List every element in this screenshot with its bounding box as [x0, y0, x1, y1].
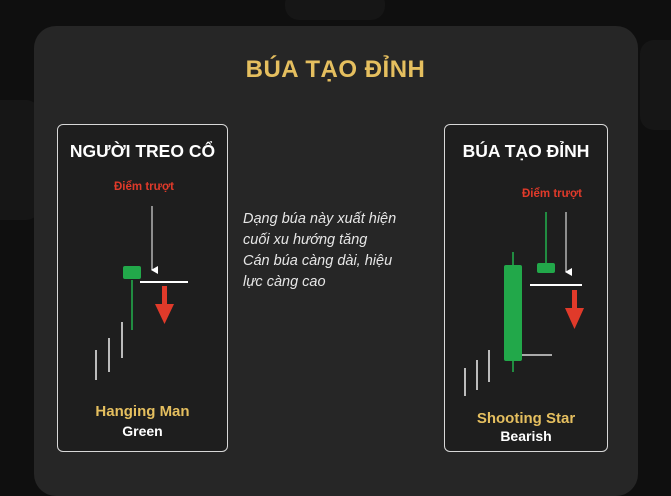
background-shape [0, 100, 40, 220]
down-arrow-left-icon [155, 286, 174, 324]
background-shape [285, 0, 385, 20]
slip-label-left: Điểm trượt [114, 181, 174, 193]
description-line: Dạng búa này xuất hiện [243, 211, 397, 227]
description-line: lực càng cao [243, 274, 326, 290]
background-shape [640, 40, 671, 130]
shooting-star-sub: Bearish [500, 428, 552, 444]
bull-candle-body [504, 265, 522, 361]
hanging-man-name: Hanging Man [95, 403, 190, 420]
hanging-man-body [123, 266, 141, 279]
shooting-star-name: Shooting Star [476, 410, 576, 427]
description-line: Cán búa càng dài, hiệu [243, 253, 393, 269]
shooting-star-panel: BÚA TẠO ĐỈNH Điểm trượt Shooting Star Be… [444, 124, 608, 452]
pattern-description: Dạng búa này xuất hiện cuối xu hướng tăn… [243, 209, 443, 293]
shooting-star-heading: BÚA TẠO ĐỈNH [462, 141, 590, 161]
description-line: cuối xu hướng tăng [243, 232, 368, 248]
shooting-star-body [537, 263, 555, 273]
uptrend-lines-left [95, 322, 123, 380]
hanging-man-heading: NGƯỜI TREO CỔ [69, 141, 216, 161]
hanging-man-panel: NGƯỜI TREO CỔ Điểm trượt Hanging Man Gre… [57, 124, 228, 452]
down-arrow-right-icon [565, 290, 584, 329]
slip-label-right: Điểm trượt [522, 188, 582, 200]
hanging-man-sub: Green [122, 423, 163, 439]
uptrend-lines-right [464, 350, 490, 396]
page-title: BÚA TẠO ĐỈNH [245, 56, 426, 83]
